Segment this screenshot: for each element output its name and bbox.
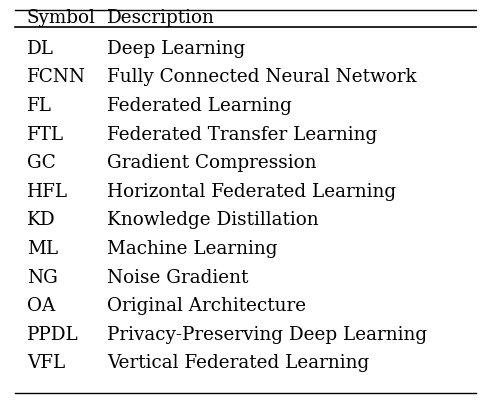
Text: Symbol: Symbol [27, 9, 96, 27]
Text: Federated Learning: Federated Learning [107, 97, 292, 115]
Text: PPDL: PPDL [27, 326, 78, 344]
Text: Federated Transfer Learning: Federated Transfer Learning [107, 126, 377, 144]
Text: Gradient Compression: Gradient Compression [107, 154, 316, 172]
Text: FL: FL [27, 97, 52, 115]
Text: Machine Learning: Machine Learning [107, 240, 278, 258]
Text: Description: Description [107, 9, 215, 27]
Text: FCNN: FCNN [27, 68, 86, 86]
Text: Privacy-Preserving Deep Learning: Privacy-Preserving Deep Learning [107, 326, 427, 344]
Text: FTL: FTL [27, 126, 64, 144]
Text: Original Architecture: Original Architecture [107, 297, 306, 315]
Text: Horizontal Federated Learning: Horizontal Federated Learning [107, 183, 396, 201]
Text: VFL: VFL [27, 354, 65, 372]
Text: Vertical Federated Learning: Vertical Federated Learning [107, 354, 369, 372]
Text: Noise Gradient: Noise Gradient [107, 269, 248, 286]
Text: OA: OA [27, 297, 55, 315]
Text: HFL: HFL [27, 183, 68, 201]
Text: Fully Connected Neural Network: Fully Connected Neural Network [107, 68, 417, 86]
Text: KD: KD [27, 211, 55, 229]
Text: DL: DL [27, 40, 54, 58]
Text: GC: GC [27, 154, 55, 172]
Text: Knowledge Distillation: Knowledge Distillation [107, 211, 318, 229]
Text: NG: NG [27, 269, 58, 286]
Text: ML: ML [27, 240, 58, 258]
Text: Deep Learning: Deep Learning [107, 40, 245, 58]
